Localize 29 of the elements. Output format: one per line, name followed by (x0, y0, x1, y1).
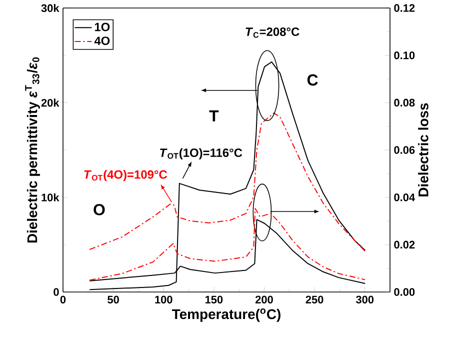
y2-tick-label: 0.10 (394, 51, 415, 60)
y-tick-label: 30k (41, 4, 60, 12)
y-axis-title: Dielectric permittivity ε$^{T}$$_{33}$/ε$_{0}$ (25, 57, 40, 243)
x-tick-label: 0 (60, 296, 66, 304)
y-tick-label: 10k (42, 193, 60, 202)
annotation: T$_{OT}$(1O)=116°C (160, 148, 242, 160)
legend-label: 1O (94, 22, 110, 32)
y2-tick-label: 0.04 (394, 193, 415, 202)
y2-tick-label: 0.12 (394, 4, 415, 12)
y2-tick-label: 0.08 (394, 98, 415, 107)
annotation: C (307, 74, 318, 86)
y2-tick-label: 0.06 (394, 146, 415, 154)
legend-label: 4O (94, 36, 110, 46)
x-tick-label: 300 (356, 296, 374, 304)
annotation: T$_{OT}$(4O)=109°C (84, 170, 168, 182)
y2-axis-title: Dielectric loss (418, 103, 428, 196)
y-tick-label: 20k (41, 98, 60, 107)
annotation: T (209, 110, 219, 122)
x-axis-title: Temperature($^{o}$C) (172, 308, 280, 322)
x-tick-label: 250 (306, 296, 324, 304)
x-tick-label: 200 (255, 296, 273, 304)
y2-tick-label: 0.00 (394, 288, 415, 296)
x-tick-label: 150 (205, 296, 223, 304)
y-tick-label: 0 (54, 288, 59, 296)
y2-tick-label: 0.02 (394, 240, 415, 249)
annotation: T$_{C}$=208°C (246, 28, 300, 38)
x-tick-label: 100 (155, 296, 172, 304)
x-tick-label: 50 (108, 296, 119, 304)
annotation: O (94, 204, 105, 216)
